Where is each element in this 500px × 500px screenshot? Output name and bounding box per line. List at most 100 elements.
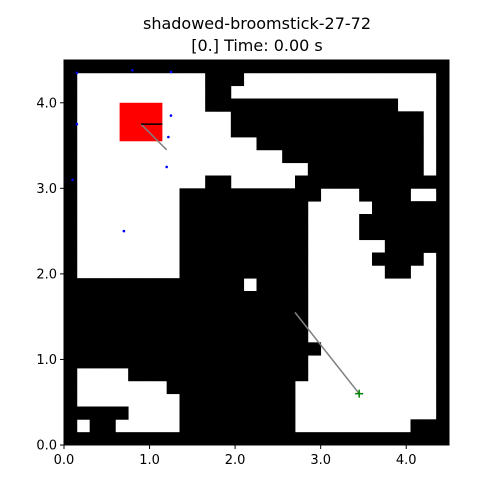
obstacle-cell xyxy=(282,188,296,202)
obstacle-cell xyxy=(333,149,347,164)
obstacle-cell xyxy=(346,162,360,176)
obstacle-cell xyxy=(141,303,155,318)
obstacle-cell xyxy=(372,432,386,446)
obstacle-cell xyxy=(307,432,322,446)
obstacle-cell xyxy=(282,432,296,446)
obstacle-cell xyxy=(243,329,257,343)
obstacle-cell xyxy=(166,380,180,395)
obstacle-cell xyxy=(410,252,424,266)
obstacle-cell xyxy=(205,72,219,87)
obstacle-cell xyxy=(76,355,91,369)
obstacle-cell xyxy=(64,303,78,318)
obstacle-cell xyxy=(102,303,116,318)
y-tick-label: 1.0 xyxy=(36,353,57,368)
obstacle-cell xyxy=(153,355,168,369)
obstacle-cell xyxy=(115,316,129,330)
obstacle-cell xyxy=(115,278,129,292)
obstacle-cell xyxy=(192,419,206,433)
obstacle-cell xyxy=(269,303,283,318)
obstacle-cell xyxy=(141,368,155,382)
sample-point xyxy=(131,68,134,72)
obstacle-cell xyxy=(179,329,193,343)
obstacle-cell xyxy=(230,201,245,215)
obstacle-cell xyxy=(333,432,347,446)
obstacle-cell xyxy=(166,368,180,382)
sample-point xyxy=(167,135,170,139)
obstacle-cell xyxy=(179,406,193,420)
obstacle-cell xyxy=(64,342,78,356)
obstacle-cell xyxy=(115,432,129,446)
obstacle-cell xyxy=(436,316,450,330)
obstacle-cell xyxy=(410,239,424,253)
obstacle-cell xyxy=(230,303,245,318)
obstacle-cell xyxy=(166,342,180,356)
obstacle-cell xyxy=(256,137,270,151)
obstacle-cell xyxy=(205,342,219,356)
obstacle-cell xyxy=(64,329,78,343)
obstacle-cell xyxy=(115,342,129,356)
obstacle-cell xyxy=(269,393,283,407)
obstacle-cell xyxy=(218,278,232,292)
obstacle-cell xyxy=(256,355,270,369)
obstacle-cell xyxy=(205,432,219,446)
obstacle-cell xyxy=(384,137,399,151)
obstacle-cell xyxy=(205,98,219,112)
obstacle-cell xyxy=(269,124,283,138)
obstacle-cell xyxy=(295,368,309,382)
obstacle-cell xyxy=(436,124,450,138)
obstacle-cell xyxy=(243,368,257,382)
obstacle-cell xyxy=(115,291,129,305)
obstacle-cell xyxy=(436,265,450,279)
axes: 0.0 1.0 2.0 3.0 4.0 0.0 1.0 2.0 3.0 4.0 xyxy=(36,96,416,468)
obstacle-cell xyxy=(295,175,309,189)
obstacle-cell xyxy=(269,432,283,446)
obstacle-cell xyxy=(384,239,399,253)
obstacle-cell xyxy=(384,201,399,215)
obstacle-cell xyxy=(333,111,347,125)
obstacle-cell xyxy=(76,329,91,343)
obstacle-cell xyxy=(102,432,116,446)
obstacle-cell xyxy=(307,124,322,138)
obstacle-cell xyxy=(269,316,283,330)
obstacle-cell xyxy=(128,342,142,356)
obstacle-cell xyxy=(153,342,168,356)
obstacle-cell xyxy=(192,291,206,305)
obstacle-cell xyxy=(153,432,168,446)
obstacle-cell xyxy=(243,188,257,202)
obstacle-cell xyxy=(282,393,296,407)
y-tick-label: 3.0 xyxy=(36,182,57,197)
obstacle-cell xyxy=(89,342,103,356)
obstacle-cell xyxy=(76,406,91,420)
obstacle-cell xyxy=(64,188,78,202)
obstacle-cell xyxy=(218,355,232,369)
obstacle-cell xyxy=(179,368,193,382)
obstacle-cell xyxy=(384,124,399,138)
obstacle-cell xyxy=(192,239,206,253)
obstacle-cell xyxy=(243,432,257,446)
obstacle-cell xyxy=(384,111,399,125)
chart-subtitle: [0.] Time: 0.00 s xyxy=(191,36,323,55)
obstacle-cell xyxy=(436,380,450,395)
obstacle-cell xyxy=(436,214,450,228)
obstacle-cell xyxy=(89,329,103,343)
obstacle-cell xyxy=(269,380,283,395)
obstacle-cell xyxy=(372,252,386,266)
obstacle-cell xyxy=(205,214,219,228)
obstacle-cell xyxy=(128,303,142,318)
obstacle-cell xyxy=(423,201,437,215)
obstacle-cell xyxy=(423,226,437,241)
obstacle-cell xyxy=(102,419,116,433)
obstacle-cell xyxy=(436,432,450,446)
obstacle-cell xyxy=(295,124,309,138)
obstacle-cell xyxy=(384,175,399,189)
obstacle-cell xyxy=(256,265,270,279)
obstacle-cell xyxy=(64,162,78,176)
obstacle-cell xyxy=(282,214,296,228)
obstacle-cell xyxy=(192,342,206,356)
sample-point xyxy=(165,165,168,169)
obstacle-cell xyxy=(333,60,347,74)
obstacle-cell xyxy=(76,303,91,318)
obstacle-cell xyxy=(384,149,399,164)
obstacle-cell xyxy=(384,60,399,74)
obstacle-cell xyxy=(64,214,78,228)
